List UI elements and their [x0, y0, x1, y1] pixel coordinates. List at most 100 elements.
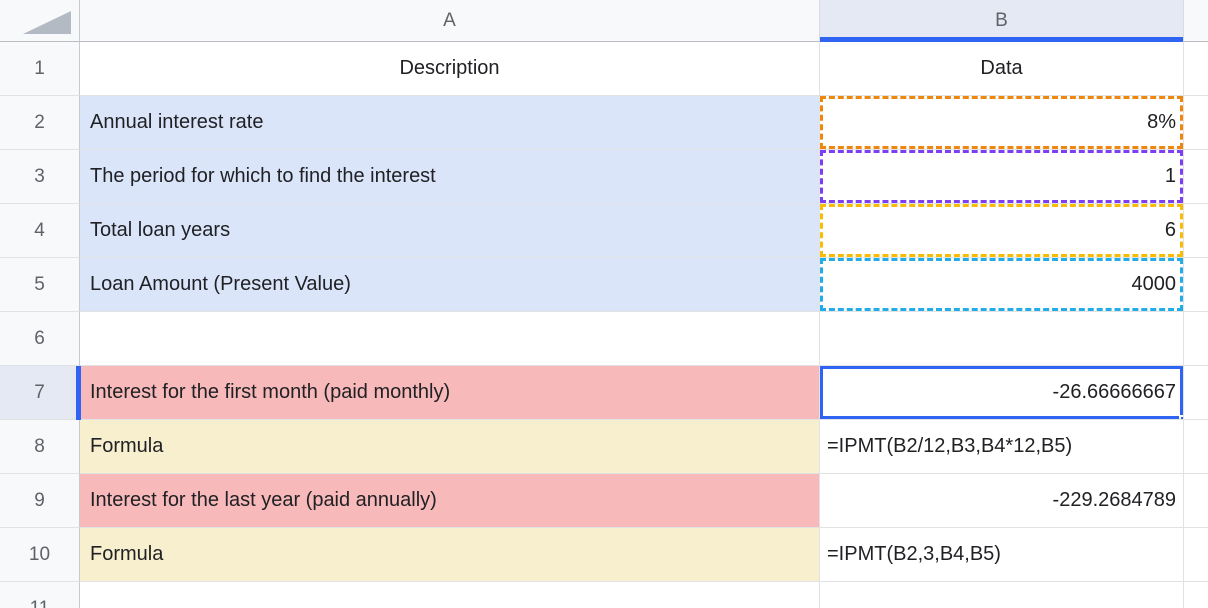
cell-text: Total loan years	[90, 219, 231, 241]
cell-B1[interactable]: Data	[820, 42, 1184, 96]
row-header-1[interactable]: 1	[0, 42, 80, 96]
column-letter: B	[995, 9, 1008, 31]
row-number: 9	[34, 489, 45, 511]
cell-A3[interactable]: The period for which to find the interes…	[80, 150, 820, 204]
row-header-2[interactable]: 2	[0, 96, 80, 150]
formula-range-highlight-yellow	[820, 204, 1183, 257]
sheet-row-10: 10 Formula =IPMT(B2,3,B4,B5)	[0, 528, 1208, 582]
sheet-row-1: 1 Description Data	[0, 42, 1208, 96]
sheet-row-9: 9 Interest for the last year (paid annua…	[0, 474, 1208, 528]
cell-text: 8%	[1147, 111, 1176, 133]
cell-A5[interactable]: Loan Amount (Present Value)	[80, 258, 820, 312]
formula-range-highlight-purple	[820, 150, 1183, 203]
cell-A2[interactable]: Annual interest rate	[80, 96, 820, 150]
sheet-row-11: 11	[0, 582, 1208, 608]
formula-range-highlight-orange	[820, 96, 1183, 149]
cell-A7[interactable]: Interest for the first month (paid month…	[80, 366, 820, 420]
cell-text: Interest for the first month (paid month…	[90, 381, 451, 403]
cell-B7[interactable]: -26.66666667	[820, 366, 1184, 420]
cell-B2[interactable]: 8%	[820, 96, 1184, 150]
cell-B11[interactable]	[820, 582, 1184, 608]
cell-C5[interactable]	[1184, 258, 1208, 312]
cell-text: Data	[980, 57, 1023, 79]
cell-text: Loan Amount (Present Value)	[90, 273, 351, 295]
cell-text: Formula	[90, 543, 164, 565]
row-header-6[interactable]: 6	[0, 312, 80, 366]
cell-text: 6	[1164, 219, 1176, 241]
cell-C2[interactable]	[1184, 96, 1208, 150]
row-number: 8	[34, 435, 45, 457]
column-header-A[interactable]: A	[80, 0, 820, 42]
cell-text: -26.66666667	[1052, 381, 1176, 403]
cell-C9[interactable]	[1184, 474, 1208, 528]
column-header-B[interactable]: B	[820, 0, 1184, 42]
row-header-7[interactable]: 7	[0, 366, 81, 420]
column-header-C[interactable]	[1184, 0, 1208, 42]
cell-A10[interactable]: Formula	[80, 528, 820, 582]
cell-C10[interactable]	[1184, 528, 1208, 582]
cell-text: =IPMT(B2/12,B3,B4*12,B5)	[827, 435, 1073, 457]
cell-text: Formula	[90, 435, 164, 457]
cell-C4[interactable]	[1184, 204, 1208, 258]
cell-B8[interactable]: =IPMT(B2/12,B3,B4*12,B5)	[820, 420, 1184, 474]
formula-range-highlight-cyan	[820, 258, 1183, 311]
sheet-row-7: 7 Interest for the first month (paid mon…	[0, 366, 1208, 420]
select-all-triangle-icon	[23, 11, 71, 34]
cell-B10[interactable]: =IPMT(B2,3,B4,B5)	[820, 528, 1184, 582]
row-number: 1	[34, 57, 45, 79]
row-header-11[interactable]: 11	[0, 582, 80, 608]
select-all-button[interactable]	[0, 0, 80, 42]
column-header-row: A B	[0, 0, 1208, 42]
cell-C11[interactable]	[1184, 582, 1208, 608]
cell-text: 1	[1164, 165, 1176, 187]
cell-A8[interactable]: Formula	[80, 420, 820, 474]
cell-C7[interactable]	[1184, 366, 1208, 420]
cell-B6[interactable]	[820, 312, 1184, 366]
cell-text: 4000	[1131, 273, 1177, 295]
row-number: 4	[34, 219, 45, 241]
row-number: 6	[34, 327, 45, 349]
sheet-row-6: 6	[0, 312, 1208, 366]
cell-A9[interactable]: Interest for the last year (paid annuall…	[80, 474, 820, 528]
row-header-8[interactable]: 8	[0, 420, 80, 474]
cell-B5[interactable]: 4000	[820, 258, 1184, 312]
cell-A1[interactable]: Description	[80, 42, 820, 96]
row-number: 11	[29, 597, 50, 608]
row-header-10[interactable]: 10	[0, 528, 80, 582]
row-header-3[interactable]: 3	[0, 150, 80, 204]
row-number: 5	[34, 273, 45, 295]
cell-B9[interactable]: -229.2684789	[820, 474, 1184, 528]
cell-C6[interactable]	[1184, 312, 1208, 366]
cell-A6[interactable]	[80, 312, 820, 366]
cell-text: The period for which to find the interes…	[90, 165, 436, 187]
row-number: 7	[34, 381, 45, 403]
row-number: 3	[34, 165, 45, 187]
sheet-row-8: 8 Formula =IPMT(B2/12,B3,B4*12,B5)	[0, 420, 1208, 474]
column-letter: A	[443, 9, 456, 31]
cell-A4[interactable]: Total loan years	[80, 204, 820, 258]
cell-text: =IPMT(B2,3,B4,B5)	[827, 543, 1001, 565]
row-header-5[interactable]: 5	[0, 258, 80, 312]
cell-C3[interactable]	[1184, 150, 1208, 204]
row-header-9[interactable]: 9	[0, 474, 80, 528]
cell-text: Annual interest rate	[90, 111, 264, 133]
cell-B4[interactable]: 6	[820, 204, 1184, 258]
sheet-row-3: 3 The period for which to find the inter…	[0, 150, 1208, 204]
cell-text: Description	[399, 57, 500, 79]
row-number: 2	[34, 111, 45, 133]
sheet-row-4: 4 Total loan years 6	[0, 204, 1208, 258]
cell-text: -229.2684789	[1052, 489, 1176, 511]
cell-B3[interactable]: 1	[820, 150, 1184, 204]
fill-handle[interactable]	[1179, 415, 1183, 419]
cell-C1[interactable]	[1184, 42, 1208, 96]
row-header-4[interactable]: 4	[0, 204, 80, 258]
row-number: 10	[28, 543, 51, 565]
sheet-row-2: 2 Annual interest rate 8%	[0, 96, 1208, 150]
cell-A11[interactable]	[80, 582, 820, 608]
cell-text: Interest for the last year (paid annuall…	[90, 489, 437, 511]
sheet-row-5: 5 Loan Amount (Present Value) 4000	[0, 258, 1208, 312]
selected-row-indicator	[76, 366, 81, 420]
cell-C8[interactable]	[1184, 420, 1208, 474]
selected-column-indicator	[820, 37, 1183, 42]
